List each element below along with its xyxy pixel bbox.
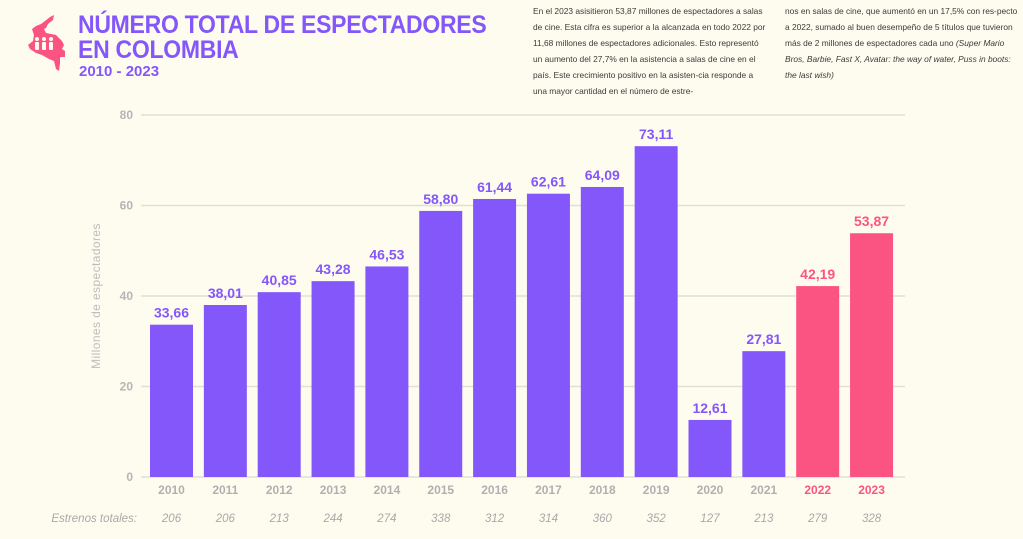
value-label: 43,28: [316, 261, 351, 277]
value-label: 46,53: [369, 246, 404, 262]
y-tick-label: 40: [120, 289, 134, 303]
value-label: 12,61: [692, 400, 727, 416]
value-label: 62,61: [531, 174, 566, 190]
bar: [365, 266, 409, 477]
y-tick-label: 0: [126, 470, 133, 484]
x-tick-label: 2012: [266, 483, 293, 497]
description-titles: (Super Mario Bros, Barbie, Fast X, Avata…: [785, 38, 1011, 81]
estrenos-value: 312: [485, 513, 505, 525]
bar: [257, 292, 301, 477]
estrenos-value: 213: [753, 513, 774, 525]
description-text: nos en salas de cine, que aumentó en un …: [785, 6, 1018, 49]
estrenos-value: 244: [322, 513, 342, 525]
bar: [742, 351, 786, 477]
estrenos-value: 338: [431, 513, 451, 525]
value-label: 61,44: [477, 179, 512, 195]
value-label: 27,81: [746, 331, 781, 347]
x-tick-label: 2020: [697, 483, 724, 497]
estrenos-value: 127: [700, 513, 720, 525]
bar: [580, 186, 624, 478]
estrenos-value: 274: [376, 513, 396, 525]
bar: [150, 324, 193, 477]
chart-subtitle: 2010 - 2023: [79, 63, 160, 80]
bar: [419, 210, 463, 477]
value-label: 40,85: [262, 272, 297, 288]
value-labels: 33,66 38,01 40,85 43,28 46,53 58,80 61,44 62,61…: [154, 126, 889, 416]
bar: [850, 233, 894, 477]
estrenos-value: 352: [647, 513, 667, 525]
estrenos-row-label: Estrenos totales:: [51, 513, 137, 525]
estrenos-row: 206 206 213 244 274 338 312 314 360 352 127 213 279 3…: [161, 513, 882, 525]
estrenos-value: 279: [807, 513, 828, 525]
x-tick-label: 2011: [212, 483, 238, 497]
estrenos-value: 360: [593, 513, 613, 525]
x-tick-label: 2013: [320, 483, 347, 497]
value-label: 42,19: [800, 266, 835, 282]
estrenos-value: 213: [269, 513, 290, 525]
y-axis-ticks: 0 20 40 60 80: [120, 108, 134, 484]
bar: [526, 193, 570, 477]
chart-title: NÚMERO TOTAL DE ESPECTADORES EN COLOMBIA: [78, 11, 487, 64]
description-column-1: En el 2023 asisitieron 53,87 millones de…: [533, 6, 766, 97]
title-line-2: EN COLOMBIA: [78, 36, 239, 64]
estrenos-value: 206: [215, 513, 236, 525]
bar: [203, 305, 247, 477]
x-tick-label: 2017: [535, 483, 562, 497]
value-label: 38,01: [208, 285, 243, 301]
bar: [311, 281, 355, 477]
x-tick-label: 2018: [589, 483, 616, 497]
y-tick-label: 20: [120, 380, 134, 394]
bar: [473, 198, 517, 477]
bar: [796, 286, 840, 477]
title-line-1: NÚMERO TOTAL DE ESPECTADORES: [78, 11, 487, 39]
estrenos-value: 314: [539, 513, 558, 525]
x-tick-label: 2015: [427, 483, 454, 497]
x-tick-label: 2010: [158, 483, 185, 497]
y-axis-label: Millones de espectadores: [89, 223, 103, 369]
estrenos-value: 206: [161, 513, 182, 525]
value-label: 33,66: [154, 305, 189, 321]
estrenos-value: 328: [862, 513, 882, 525]
value-label: 73,11: [639, 126, 673, 142]
x-tick-label: 2023: [858, 483, 885, 497]
x-tick-label: 2022: [804, 483, 831, 497]
value-label: 53,87: [854, 213, 889, 229]
gridlines: [141, 114, 905, 478]
colombia-map-people-icon: [28, 15, 65, 71]
value-label: 58,80: [423, 191, 458, 207]
x-tick-label: 2014: [374, 483, 401, 497]
description-column-2: nos en salas de cine, que aumentó en un …: [785, 3, 1021, 83]
bars: [150, 146, 894, 478]
y-tick-label: 80: [120, 108, 134, 122]
x-tick-label: 2016: [481, 483, 508, 497]
bar: [688, 419, 732, 477]
value-label: 64,09: [585, 167, 620, 183]
x-tick-label: 2019: [643, 483, 670, 497]
x-axis-ticks: 2010 2011 2012 2013 2014 2015 2016 2017 2018 2019…: [158, 483, 885, 497]
bar: [634, 146, 678, 477]
y-tick-label: 60: [120, 199, 134, 213]
x-tick-label: 2021: [750, 483, 777, 497]
